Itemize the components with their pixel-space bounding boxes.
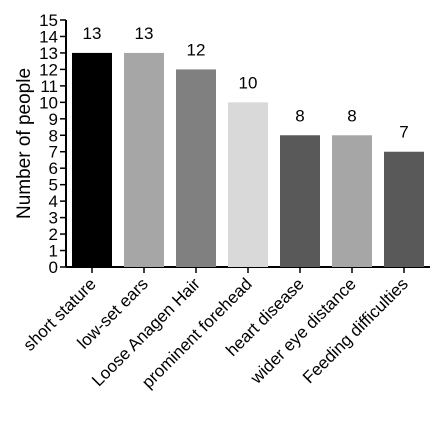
- bar: [72, 52, 112, 267]
- data-label: 13: [135, 24, 154, 43]
- y-axis-title: Number of people: [14, 68, 35, 219]
- data-label: 13: [83, 24, 102, 43]
- y-tick-label: 2: [49, 225, 58, 244]
- bar: [280, 135, 320, 267]
- data-label: 10: [239, 73, 258, 92]
- y-tick-label: 5: [49, 176, 58, 195]
- data-label: 7: [399, 123, 408, 142]
- y-tick-label: 3: [49, 209, 58, 228]
- data-label: 8: [347, 106, 356, 125]
- bar: [176, 69, 216, 268]
- x-axis: [66, 266, 430, 273]
- y-tick-label: 0: [49, 258, 58, 277]
- y-tick-label: 4: [49, 192, 58, 211]
- y-tick-label: 12: [39, 60, 58, 79]
- y-tick-label: 15: [39, 11, 58, 30]
- y-tick-label: 1: [49, 242, 58, 261]
- bar: [332, 135, 372, 267]
- data-labels: 13 13 12 10 8 8 7: [83, 24, 409, 142]
- y-tick-label: 14: [39, 27, 58, 46]
- y-tick-label: 11: [40, 77, 58, 96]
- y-tick-label: 9: [49, 110, 58, 129]
- y-tick-label: 13: [39, 44, 58, 63]
- bar: [124, 52, 164, 267]
- y-tick-label: 7: [49, 143, 58, 162]
- y-tick-label: 6: [49, 159, 58, 178]
- y-tick-label: 10: [39, 93, 58, 112]
- y-tick-label: 8: [49, 126, 58, 145]
- data-label: 8: [295, 106, 304, 125]
- bar: [228, 102, 268, 267]
- data-label: 12: [187, 40, 206, 59]
- bars: [72, 52, 424, 268]
- bar: [384, 151, 424, 267]
